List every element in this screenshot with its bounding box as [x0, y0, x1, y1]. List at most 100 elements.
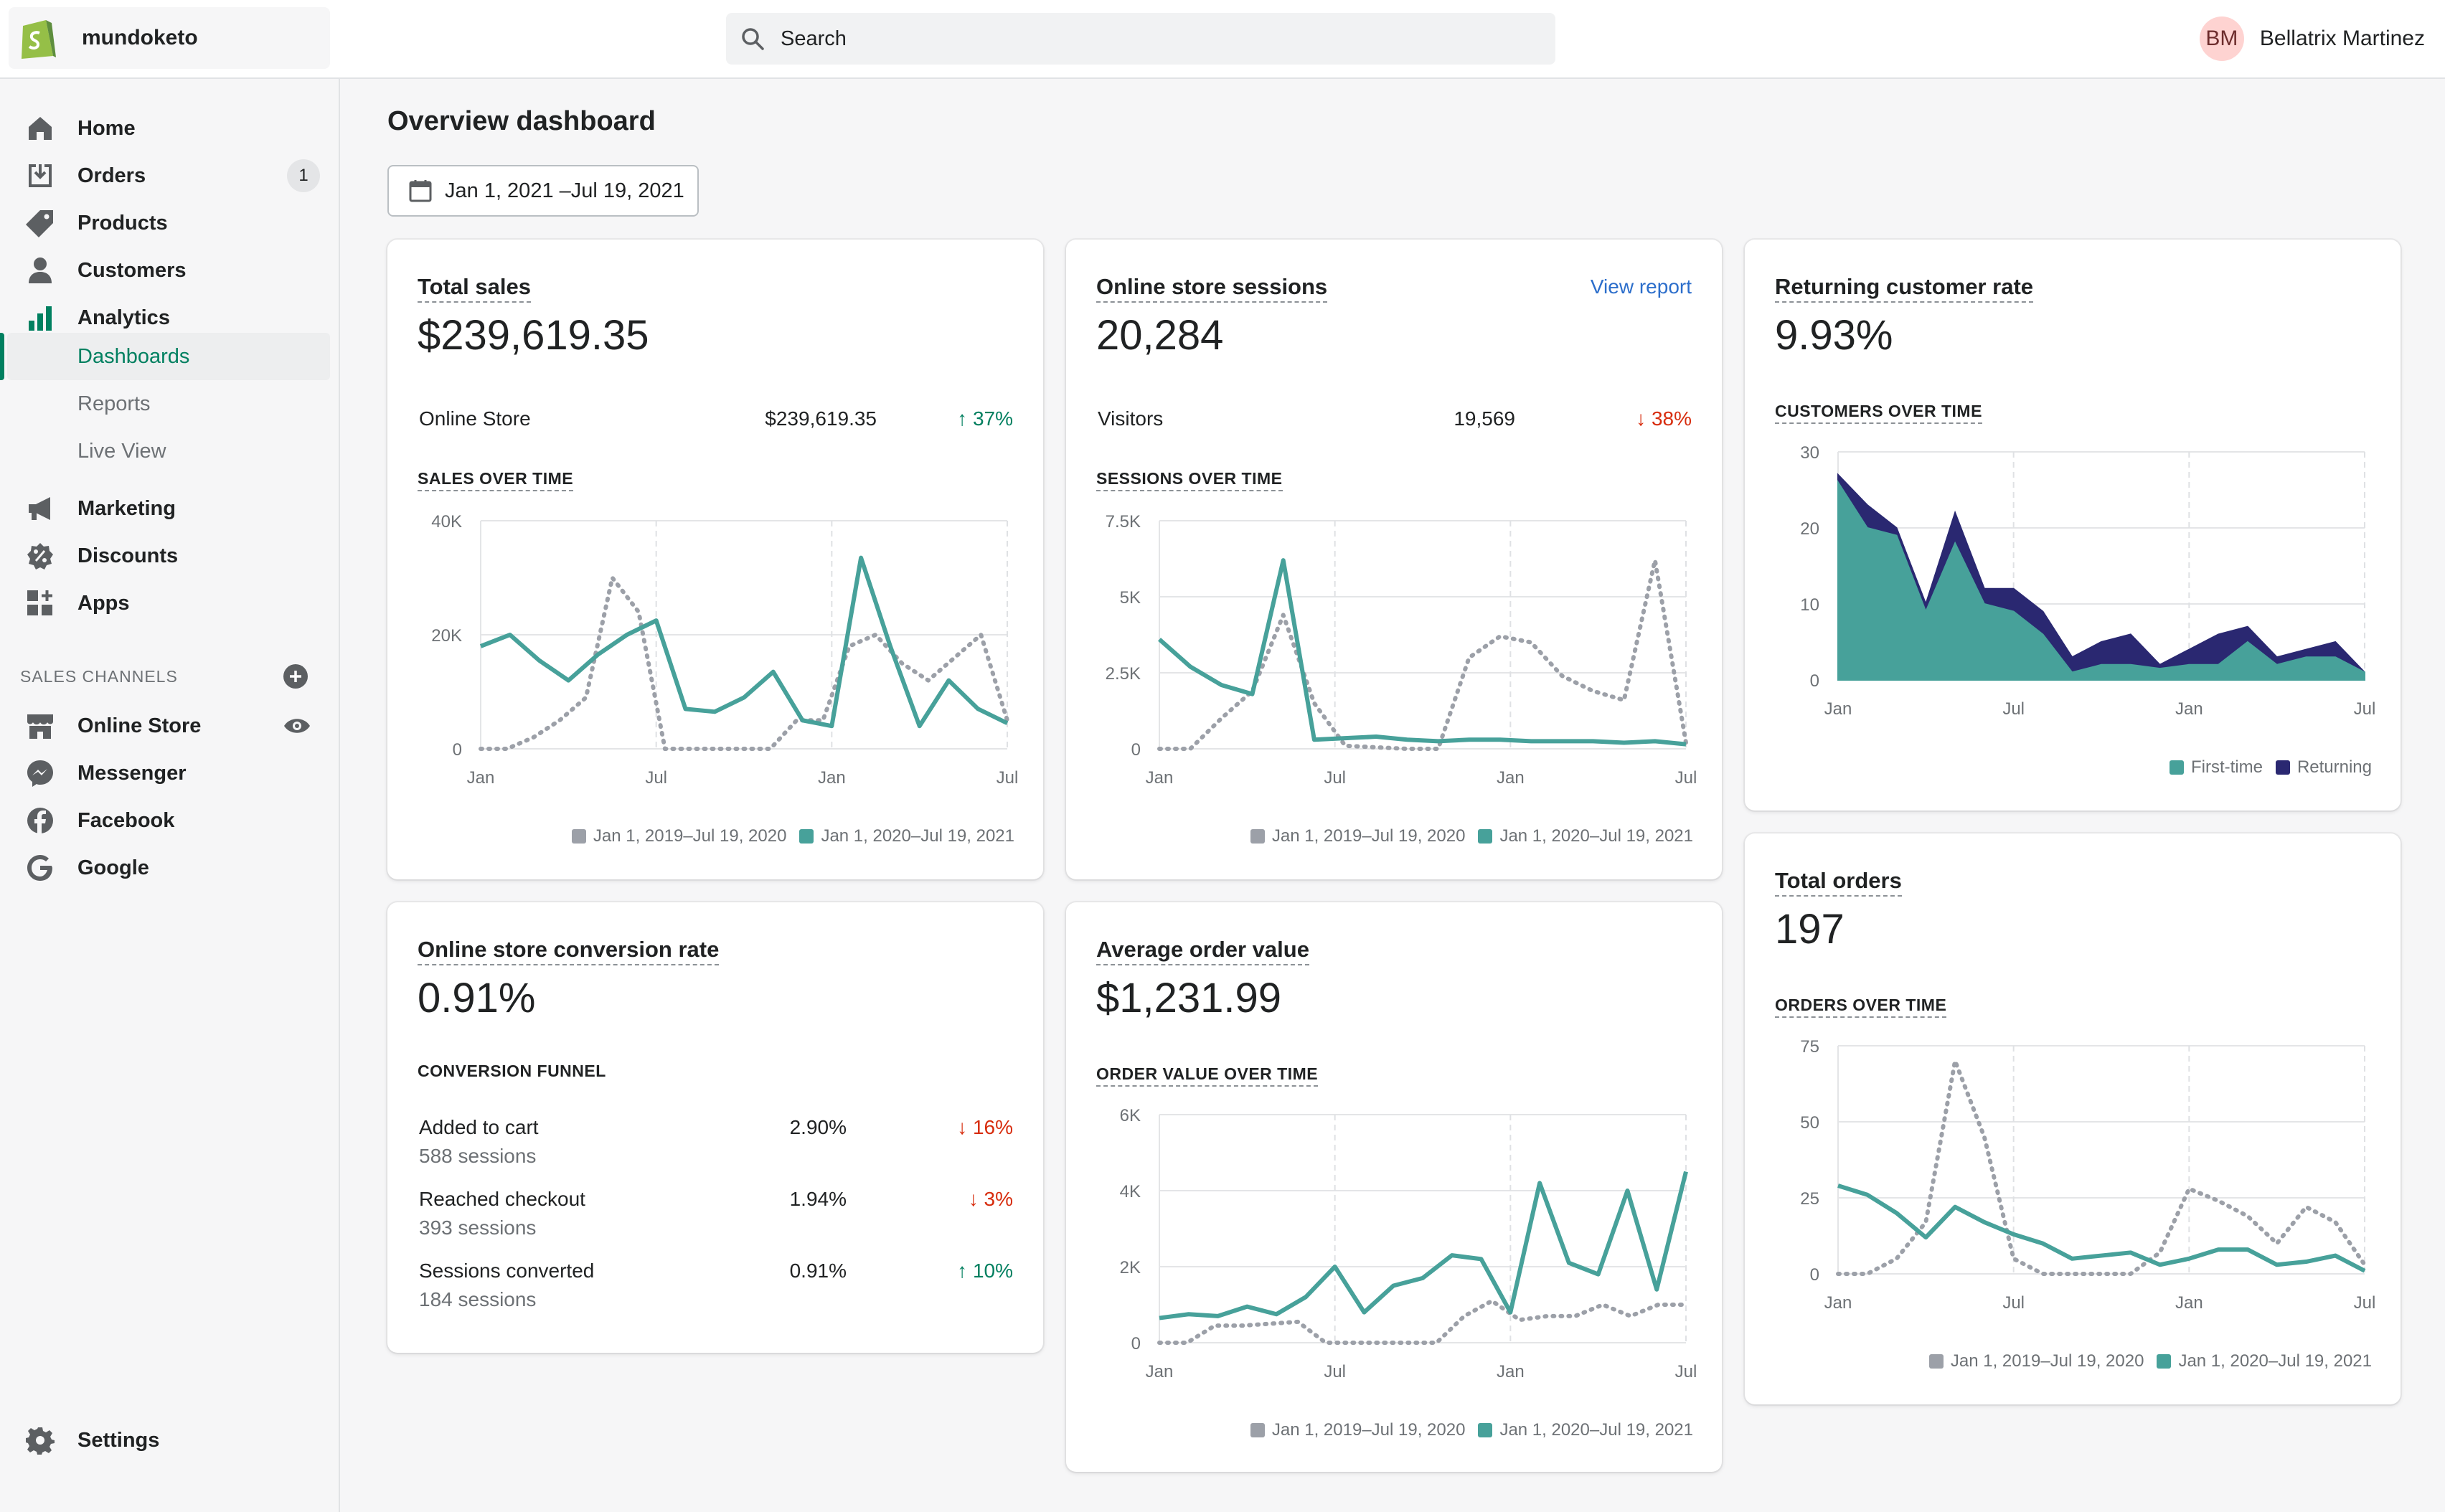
x-tick-label: Jul: [2002, 699, 2025, 719]
legend-swatch: [2157, 1354, 2172, 1369]
add-channel-icon[interactable]: [283, 663, 308, 689]
y-tick-label: 10: [1800, 595, 1819, 615]
sidebar-item-reports[interactable]: Reports: [0, 380, 340, 427]
change-up: ↑ 10%: [957, 1260, 1013, 1282]
sessions-value: 20,284: [1096, 312, 1224, 359]
sidebar: Home Orders 1 Products Customers Analyti…: [0, 79, 340, 1512]
funnel-heading: CONVERSION FUNNEL: [418, 1062, 606, 1080]
x-tick-label: Jan: [1497, 1362, 1525, 1381]
sales-channels-heading: SALES CHANNELS: [20, 667, 178, 686]
area-series: [1837, 479, 2365, 681]
chart-legend: First-time Returning: [2157, 757, 2372, 778]
sidebar-item-online-store[interactable]: Online Store: [0, 702, 340, 750]
sidebar-item-facebook[interactable]: Facebook: [0, 797, 340, 844]
funnel-rate: 2.90%: [789, 1116, 847, 1138]
change-value: 3%: [984, 1188, 1013, 1210]
search-input[interactable]: Search: [726, 13, 1555, 65]
sidebar-item-marketing[interactable]: Marketing: [0, 485, 340, 532]
sidebar-item-customers[interactable]: Customers: [0, 247, 340, 294]
legend-swatch: [1478, 1423, 1493, 1437]
sidebar-item-dashboards[interactable]: Dashboards: [0, 333, 330, 380]
total-sales-card: Total sales $239,619.35 Online Store $23…: [387, 240, 1043, 879]
sidebar-item-google[interactable]: Google: [0, 844, 340, 892]
megaphone-icon: [29, 497, 50, 520]
sidebar-item-messenger[interactable]: Messenger: [0, 750, 340, 797]
card-title[interactable]: Total orders: [1775, 868, 1902, 897]
aov-chart: 6K 4K 2K 0 Jan Jul Jan Jul: [1120, 1106, 1697, 1381]
funnel-sessions: 588 sessions: [419, 1145, 537, 1167]
legend-prev: Jan 1, 2019–Jul 19, 2020: [593, 826, 787, 846]
sidebar-item-live-view[interactable]: Live View: [0, 427, 340, 475]
legend-swatch: [1928, 1354, 1944, 1369]
y-tick-label: 30: [1800, 443, 1819, 463]
sidebar-item-products[interactable]: Products: [0, 199, 340, 247]
x-tick-label: Jan: [1146, 1362, 1174, 1381]
funnel-row: Reached checkout 393 sessions 1.94% ↓ 3%: [419, 1188, 1013, 1245]
conversion-rate-card: Online store conversion rate 0.91% CONVE…: [387, 902, 1043, 1353]
chart-legend: Jan 1, 2019–Jul 19, 2020 Jan 1, 2020–Jul…: [1916, 1351, 2372, 1371]
funnel-sessions: 184 sessions: [419, 1288, 537, 1310]
sidebar-item-settings[interactable]: Settings: [0, 1417, 340, 1464]
change-down: ↓ 3%: [968, 1188, 1013, 1210]
sidebar-item-label: Facebook: [77, 808, 175, 832]
change-value: 16%: [972, 1116, 1013, 1138]
sidebar-item-apps[interactable]: Apps: [0, 580, 340, 627]
y-tick-label: 6K: [1120, 1106, 1141, 1125]
sidebar-item-label: Dashboards: [77, 344, 190, 368]
breakdown-row: Online Store $239,619.35 ↑ 37%: [419, 407, 1013, 436]
sidebar-item-label: Discounts: [77, 544, 179, 567]
sidebar-item-orders[interactable]: Orders 1: [0, 152, 340, 199]
y-tick-label: 2.5K: [1106, 664, 1141, 684]
eye-icon[interactable]: [283, 715, 311, 737]
view-report-link[interactable]: View report: [1590, 275, 1692, 298]
y-tick-label: 0: [1810, 1265, 1819, 1285]
card-title[interactable]: Total sales: [418, 274, 531, 303]
legend-prev: Jan 1, 2019–Jul 19, 2020: [1950, 1351, 2144, 1371]
x-tick-label: Jan: [2175, 1293, 2203, 1313]
chart-subhead: CUSTOMERS OVER TIME: [1775, 402, 1982, 424]
legend-curr: Jan 1, 2020–Jul 19, 2021: [1499, 1420, 1693, 1440]
x-tick-label: Jan: [1497, 768, 1525, 788]
sidebar-item-home[interactable]: Home: [0, 105, 340, 152]
x-tick-label: Jul: [1675, 1362, 1697, 1381]
sidebar-item-discounts[interactable]: Discounts: [0, 532, 340, 580]
y-tick-label: 50: [1800, 1113, 1819, 1133]
store-name: mundoketo: [82, 26, 198, 49]
page-title: Overview dashboard: [387, 106, 656, 136]
change-down: ↓ 16%: [957, 1116, 1013, 1138]
x-tick-label: Jul: [2354, 1293, 2376, 1313]
change-value: 10%: [972, 1260, 1013, 1282]
user-menu[interactable]: BM Bellatrix Martinez: [2199, 16, 2425, 62]
card-title[interactable]: Returning customer rate: [1775, 274, 2034, 303]
date-range-button[interactable]: Jan 1, 2021 –Jul 19, 2021: [387, 165, 699, 217]
card-title[interactable]: Average order value: [1096, 937, 1309, 965]
legend-prev: Jan 1, 2019–Jul 19, 2020: [1271, 1420, 1466, 1440]
y-tick-label: 20: [1800, 519, 1819, 539]
store-switcher[interactable]: mundoketo: [9, 7, 330, 69]
row-value: $239,619.35: [765, 407, 877, 430]
funnel-rate: 1.94%: [789, 1188, 847, 1210]
discount-icon: [27, 543, 53, 570]
sidebar-item-label: Products: [77, 211, 168, 235]
y-tick-label: 75: [1800, 1037, 1819, 1057]
sidebar-item-analytics[interactable]: Analytics: [0, 294, 340, 341]
chart-legend: Jan 1, 2019–Jul 19, 2020 Jan 1, 2020–Jul…: [559, 826, 1014, 846]
avatar: BM: [2199, 16, 2244, 61]
gear-icon: [26, 1427, 55, 1455]
x-tick-label: Jul: [2002, 1293, 2025, 1313]
row-label: Visitors: [1098, 407, 1164, 430]
messenger-icon: [27, 760, 53, 787]
legend-swatch: [2169, 760, 2184, 775]
x-tick-label: Jul: [1324, 1362, 1346, 1381]
search-icon: [742, 28, 764, 50]
orders-value: 197: [1775, 906, 1845, 953]
card-title[interactable]: Online store sessions: [1096, 274, 1328, 303]
card-title[interactable]: Online store conversion rate: [418, 937, 720, 965]
y-tick-label: 20K: [431, 626, 462, 646]
comparison-series-line: [479, 575, 1009, 751]
total-orders-card: Total orders 197 ORDERS OVER TIME 75 50 25…: [1745, 833, 2401, 1404]
chart-subhead: ORDER VALUE OVER TIME: [1096, 1064, 1319, 1087]
chart-subhead: ORDERS OVER TIME: [1775, 996, 1947, 1018]
